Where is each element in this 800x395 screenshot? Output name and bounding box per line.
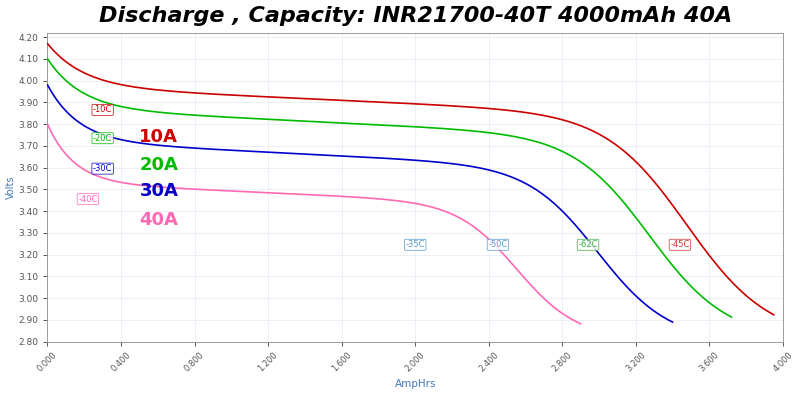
Title: Discharge , Capacity: INR21700-40T 4000mAh 40A: Discharge , Capacity: INR21700-40T 4000m…	[98, 6, 732, 26]
Text: 40A: 40A	[139, 211, 178, 229]
X-axis label: AmpHrs: AmpHrs	[394, 380, 436, 389]
Text: -62C: -62C	[578, 240, 598, 249]
Text: 10A: 10A	[139, 128, 178, 146]
Text: 20A: 20A	[139, 156, 178, 174]
Text: -20C: -20C	[93, 134, 112, 143]
Text: -30C: -30C	[93, 164, 112, 173]
Text: -10C: -10C	[93, 105, 112, 115]
Y-axis label: Volts: Volts	[6, 175, 15, 199]
Text: -50C: -50C	[488, 240, 508, 249]
Text: 30A: 30A	[139, 182, 178, 201]
Text: -45C: -45C	[670, 240, 690, 249]
Text: -40C: -40C	[78, 195, 98, 203]
Text: -35C: -35C	[406, 240, 425, 249]
